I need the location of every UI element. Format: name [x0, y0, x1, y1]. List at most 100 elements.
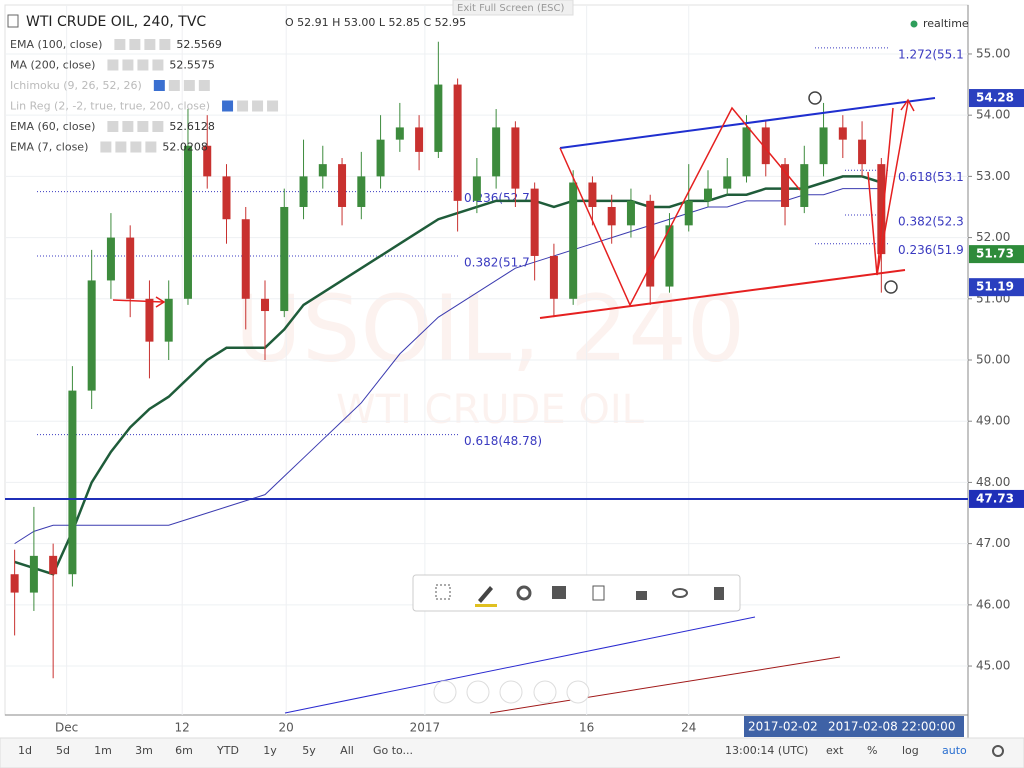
indicator-value: 52.5569: [176, 38, 222, 51]
candle-body: [877, 164, 886, 255]
lock-icon[interactable]: [636, 591, 647, 600]
channel-bottom: [539, 269, 906, 319]
timeframe-button[interactable]: 1d: [18, 744, 32, 757]
indicator-button[interactable]: [114, 39, 126, 50]
settings[interactable]: [992, 745, 1004, 757]
exit-fullscreen-bg[interactable]: [452, 0, 574, 16]
candle-body: [761, 127, 770, 165]
indicator-button[interactable]: [198, 80, 210, 91]
candle-body: [261, 298, 270, 312]
zoom-controls: [433, 680, 590, 704]
timeframe-button[interactable]: Go to...: [373, 744, 413, 757]
timeframe-button[interactable]: All: [340, 744, 354, 757]
timeframe-button[interactable]: YTD: [216, 744, 239, 757]
candle-body: [472, 176, 481, 201]
zoom-out[interactable]: [466, 680, 490, 704]
fib-label: 0.236(51.9: [898, 243, 964, 257]
indicator-button[interactable]: [145, 141, 157, 153]
price-label: 54.28: [976, 91, 1014, 105]
indicator-button[interactable]: [115, 141, 127, 153]
clone-icon[interactable]: [592, 585, 605, 601]
watermark-description: WTI CRUDE OIL: [336, 387, 645, 433]
candle-body: [800, 164, 809, 207]
candle-body: [453, 84, 462, 201]
realtime: realtime: [923, 17, 969, 30]
price-label-bg: [969, 278, 1024, 297]
indicator-button[interactable]: [129, 39, 141, 50]
reset[interactable]: [499, 680, 523, 704]
select-icon[interactable]: [435, 584, 451, 600]
ext-toggle[interactable]: ext: [826, 744, 844, 757]
indicator-button[interactable]: [237, 100, 249, 112]
indicator-button[interactable]: [168, 80, 180, 91]
visibility-icon[interactable]: [672, 588, 688, 598]
timeframe-button[interactable]: 1m: [94, 744, 112, 757]
indicator-button[interactable]: [107, 121, 119, 132]
indicator-name: Ichimoku (9, 26, 52, 26): [10, 79, 142, 92]
candle-body: [203, 145, 212, 177]
indicator-button[interactable]: [267, 100, 279, 112]
timeframe-button[interactable]: 3m: [135, 744, 153, 757]
timeframe-button[interactable]: 6m: [175, 744, 193, 757]
indicator-name: Lin Reg (2, -2, true, true, 200, close): [10, 100, 210, 113]
candle-body: [49, 555, 58, 575]
ohlc: O 52.91 H 53.00 L 52.85 C 52.95: [285, 16, 466, 29]
timeframe-button[interactable]: 1y: [263, 744, 277, 757]
indicator-button[interactable]: [107, 59, 119, 71]
ma-line: [14, 188, 882, 545]
candle-body: [858, 139, 867, 165]
indicator-button[interactable]: [152, 59, 164, 71]
indicator-button[interactable]: [159, 39, 171, 50]
auto-toggle[interactable]: auto: [942, 744, 967, 757]
price-label-bg: [969, 245, 1024, 264]
price-label-bg: [969, 489, 1024, 508]
indicator-button[interactable]: [137, 121, 149, 132]
indicator-button[interactable]: [122, 59, 134, 71]
indicator-button[interactable]: [100, 141, 112, 153]
candle-body: [838, 127, 847, 140]
date-end: 2017-02-08 22:00:00: [828, 720, 955, 734]
indicator-button[interactable]: [130, 141, 142, 153]
indicator-button[interactable]: [252, 100, 264, 112]
candle-body: [338, 164, 347, 207]
indicator-button[interactable]: [222, 100, 234, 112]
delete-icon[interactable]: [714, 587, 724, 600]
candle-body: [29, 555, 38, 593]
percent-toggle[interactable]: %: [867, 744, 877, 757]
candle-body: [492, 127, 501, 177]
candle-body: [549, 255, 558, 299]
indicator-value: 52.5575: [169, 59, 215, 72]
log-toggle[interactable]: log: [902, 744, 919, 757]
y-tick-label: 50.00: [976, 353, 1010, 367]
zoom-in[interactable]: [533, 680, 557, 704]
candle-body: [703, 188, 712, 201]
collapse-icon[interactable]: [7, 14, 19, 28]
trend-line: [489, 656, 841, 714]
indicator-button[interactable]: [137, 59, 149, 71]
price-label: 47.73: [976, 491, 1014, 505]
pen-icon[interactable]: [478, 586, 493, 603]
watermark-symbol: USOIL, 240: [235, 275, 746, 382]
clock: 13:00:14 (UTC): [725, 744, 808, 757]
y-tick-label: 53.00: [976, 169, 1010, 183]
exit-fullscreen[interactable]: Exit Full Screen (ESC): [457, 3, 565, 14]
candle-body: [280, 206, 289, 312]
scroll-left[interactable]: [433, 680, 457, 704]
scroll-right[interactable]: [566, 680, 590, 704]
candle-body: [742, 127, 751, 177]
indicator-button[interactable]: [152, 121, 164, 132]
indicator-button[interactable]: [183, 80, 195, 91]
indicator-button[interactable]: [122, 121, 134, 132]
layers-icon[interactable]: [552, 586, 566, 599]
indicator-button[interactable]: [144, 39, 156, 50]
indicator-button[interactable]: [153, 80, 165, 91]
timeframe-button[interactable]: 5y: [302, 744, 316, 757]
date-start: 2017-02-02: [748, 720, 818, 734]
marker-circle: [808, 91, 822, 105]
candle-body: [819, 127, 828, 165]
trend-line: [284, 616, 756, 714]
timeframe-button[interactable]: 5d: [56, 744, 70, 757]
candle-body: [781, 164, 790, 207]
settings-icon[interactable]: [516, 585, 532, 601]
ma-line: [14, 175, 882, 576]
